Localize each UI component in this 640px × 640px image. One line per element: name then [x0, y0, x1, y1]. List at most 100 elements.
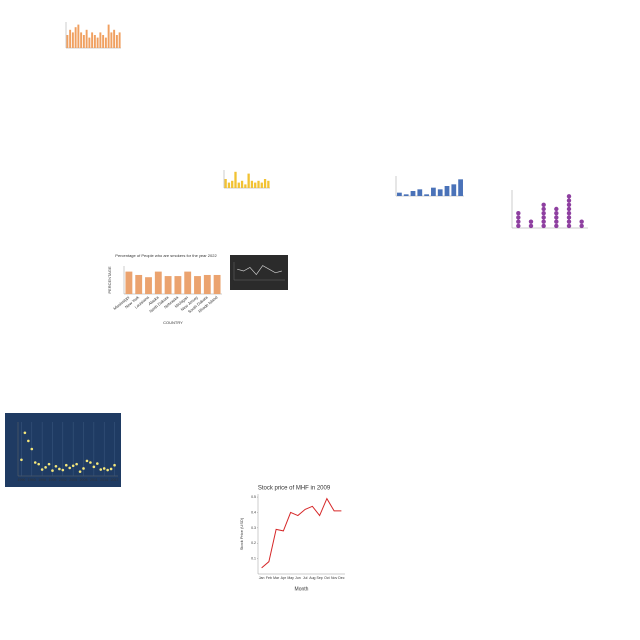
- x-tick-label: 2002: [59, 478, 67, 482]
- x-tick-label: 2005: [69, 478, 77, 482]
- point: [40, 468, 44, 471]
- bar: [107, 24, 110, 48]
- dot: [541, 206, 546, 212]
- dot: [516, 215, 521, 220]
- bar: [164, 276, 172, 294]
- point: [33, 461, 37, 464]
- bar: [250, 180, 254, 188]
- x-tick-label: Feb: [266, 576, 272, 580]
- bar: [88, 37, 91, 48]
- bar: [115, 35, 118, 48]
- dot: [566, 194, 572, 199]
- point: [51, 469, 54, 472]
- chart-title: Stock price of MHF in 2009: [258, 486, 331, 492]
- x-tick-label: 1996: [38, 478, 46, 482]
- point: [96, 462, 99, 465]
- chart: 1990 1993 1996 1999 2002 2005 2008 2011 2014 2017: [5, 413, 121, 487]
- dot: [541, 223, 546, 229]
- y-axis-label: PERCENTAGE: [107, 266, 112, 294]
- chart: [230, 255, 288, 290]
- bar: [263, 179, 267, 188]
- bar: [69, 29, 72, 48]
- bar: [118, 32, 121, 48]
- bar: [437, 189, 443, 196]
- point: [68, 466, 72, 470]
- point: [99, 468, 103, 471]
- dot: [554, 219, 559, 224]
- dot: [566, 206, 572, 212]
- dot-column: [554, 206, 559, 229]
- y-tick-label: 0.3: [251, 526, 256, 530]
- bar: [85, 29, 88, 48]
- bar: [77, 24, 80, 48]
- x-tick-label: Jun: [295, 576, 301, 580]
- bar: [244, 184, 247, 188]
- point: [20, 458, 23, 462]
- dot: [541, 215, 546, 220]
- point: [82, 467, 85, 470]
- y-tick-label: 0.2: [251, 541, 256, 545]
- bar: [102, 35, 105, 48]
- dot: [541, 219, 546, 224]
- x-axis-label: Month: [295, 586, 309, 592]
- point: [102, 467, 106, 470]
- x-tick-label: Mar: [273, 576, 280, 580]
- y-tick-label: 0.4: [251, 510, 256, 514]
- bar: [184, 271, 192, 294]
- bar: [224, 179, 227, 188]
- x-tick-label: 2017: [111, 478, 119, 482]
- dot: [566, 223, 572, 229]
- bar: [444, 186, 450, 196]
- point: [113, 463, 116, 467]
- line: [237, 265, 282, 276]
- dot: [516, 219, 521, 224]
- bar: [231, 180, 234, 188]
- bar: [66, 35, 69, 48]
- dot-column: [541, 202, 546, 229]
- x-tick-label: 2011: [90, 478, 98, 482]
- dot: [579, 219, 584, 224]
- dot: [566, 202, 572, 207]
- dot-column: [579, 219, 584, 229]
- dot: [554, 206, 559, 212]
- bar: [237, 182, 240, 188]
- chart: [223, 170, 270, 189]
- dot: [541, 211, 546, 216]
- bar: [135, 274, 143, 294]
- bar: [213, 274, 221, 294]
- dot: [566, 198, 572, 203]
- bar: [260, 182, 263, 188]
- point: [89, 461, 92, 464]
- bar: [145, 277, 152, 294]
- dot: [566, 215, 572, 220]
- bar: [125, 271, 133, 294]
- point: [30, 447, 34, 451]
- line: [261, 497, 342, 569]
- chart: [65, 22, 121, 49]
- bar: [93, 35, 96, 48]
- bar: [110, 32, 113, 48]
- bar: [96, 37, 99, 48]
- bar: [203, 274, 211, 294]
- bar: [431, 187, 436, 196]
- point: [58, 467, 61, 471]
- point: [54, 464, 58, 468]
- chart-background: [230, 255, 288, 290]
- x-tick-label: 1990: [18, 478, 26, 482]
- bar: [458, 179, 463, 196]
- bar: [80, 32, 83, 48]
- x-tick-label: Oct: [324, 576, 329, 580]
- point: [106, 468, 109, 472]
- point: [61, 468, 65, 472]
- x-axis-label: COUNTRY: [163, 320, 183, 325]
- bar: [410, 191, 416, 196]
- bar: [227, 182, 231, 188]
- dot: [516, 223, 521, 229]
- chart: [395, 176, 464, 197]
- point: [92, 465, 96, 469]
- x-tick-label: Aug: [309, 576, 315, 580]
- bar: [397, 192, 402, 196]
- dot: [528, 223, 534, 229]
- x-tick-label: Jul: [303, 576, 308, 580]
- y-axis-label: Stock Price (USD): [239, 517, 244, 550]
